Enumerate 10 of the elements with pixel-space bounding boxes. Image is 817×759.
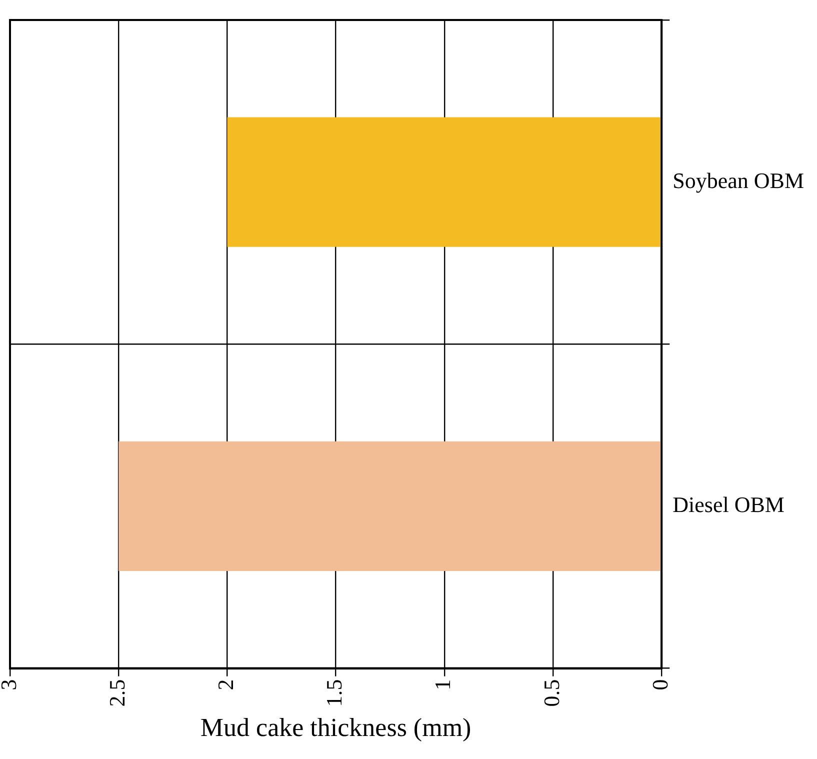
- x-axis-title: Mud cake thickness (mm): [200, 713, 472, 742]
- y-tick-label: Diesel OBM: [672, 492, 784, 518]
- x-tick-label: 0.5: [538, 679, 564, 707]
- x-tick-label: 1: [430, 679, 456, 690]
- x-tick-label: 0: [647, 679, 672, 690]
- x-tick-label: 2: [212, 679, 238, 690]
- x-tick-label: 1.5: [322, 679, 347, 707]
- x-tick-label: 3: [0, 679, 21, 690]
- x-tick-label: 2.5: [104, 679, 130, 707]
- y-tick-label: Soybean OBM: [672, 168, 804, 193]
